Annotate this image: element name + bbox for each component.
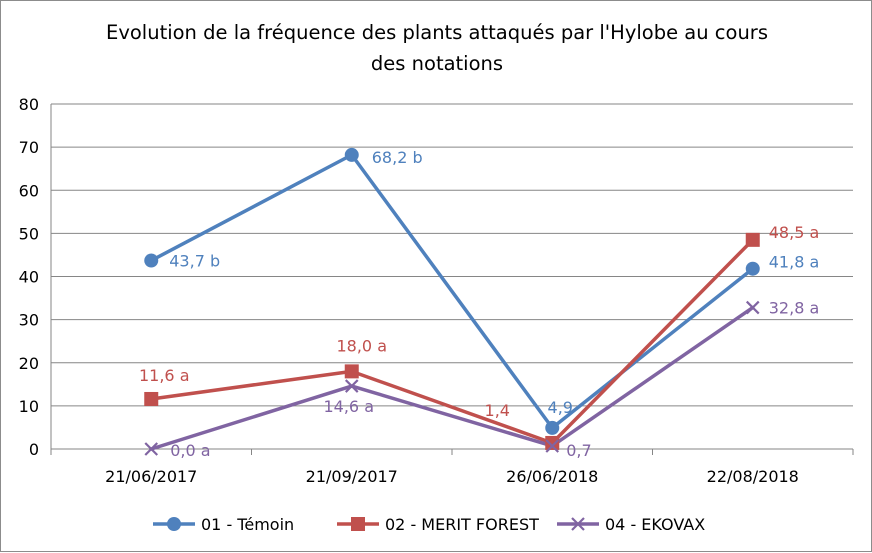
y-tick-label: 10: [19, 397, 39, 416]
legend[interactable]: 01 - Témoin 02 - MERIT FOREST 04 - EKOVAX: [153, 515, 705, 534]
x-tick-label: 21/09/2017: [306, 467, 398, 486]
legend-label: 04 - EKOVAX: [605, 515, 705, 534]
data-point: [144, 391, 159, 406]
data-label: 4,9: [548, 398, 573, 417]
series-lines: [144, 147, 760, 456]
y-tick-label: 70: [19, 138, 39, 157]
data-point: [745, 261, 760, 276]
data-point: [745, 300, 760, 315]
y-tick-label: 40: [19, 268, 39, 287]
data-label: 11,6 a: [139, 366, 190, 385]
series-line-3: [149, 305, 755, 451]
data-point: [344, 379, 359, 393]
legend-marker: [351, 517, 365, 531]
data-label: 0,0 a: [170, 441, 210, 460]
data-label: 18,0 a: [336, 336, 387, 355]
legend-item-2[interactable]: 02 - MERIT FOREST: [337, 515, 539, 534]
series-line-1: [149, 153, 755, 430]
data-point: [745, 232, 760, 247]
legend-item-1[interactable]: 01 - Témoin: [153, 515, 294, 534]
data-label: 48,5 a: [769, 223, 820, 242]
data-label: 1,4: [485, 401, 510, 420]
x-tick-label: 22/08/2018: [707, 467, 799, 486]
data-point: [545, 439, 560, 453]
y-tick-label: 50: [19, 224, 39, 243]
y-tick-label: 20: [19, 354, 39, 373]
data-label: 14,6 a: [323, 397, 374, 416]
gridlines: [51, 103, 853, 407]
data-point: [344, 147, 359, 162]
data-point: [344, 364, 359, 379]
data-label: 32,8 a: [769, 299, 820, 318]
data-label: 0,7: [566, 441, 591, 460]
data-point: [545, 420, 560, 435]
data-labels: 43,7 b 68,2 b 4,9 41,8 a 11,6 a 18,0 a 1,4 48,5…: [139, 148, 819, 460]
data-point: [144, 442, 159, 456]
data-point: [144, 253, 159, 268]
x-tick-label: 21/06/2017: [105, 467, 197, 486]
series-line-2: [149, 238, 755, 445]
legend-label: 01 - Témoin: [201, 515, 294, 534]
legend-item-3[interactable]: 04 - EKOVAX: [557, 515, 705, 534]
data-label: 41,8 a: [769, 253, 820, 272]
y-tick-label: 60: [19, 181, 39, 200]
y-tick-label: 0: [29, 440, 39, 459]
y-tick-label: 80: [19, 95, 39, 114]
data-label: 68,2 b: [372, 148, 423, 167]
legend-marker: [571, 517, 585, 531]
x-tick-label: 26/06/2018: [506, 467, 598, 486]
data-label: 43,7 b: [169, 252, 220, 271]
axes: 0 10 20 30 40 50 60 70 80 21/06/2017 21/09/2017 26/…: [19, 95, 854, 486]
data-point: [545, 435, 560, 450]
chart-title-line-1: Evolution de la fréquence des plants att…: [106, 21, 768, 44]
legend-label: 02 - MERIT FOREST: [385, 515, 539, 534]
y-tick-label: 30: [19, 311, 39, 330]
chart-title-line-2: des notations: [370, 52, 504, 75]
legend-marker: [167, 517, 181, 531]
